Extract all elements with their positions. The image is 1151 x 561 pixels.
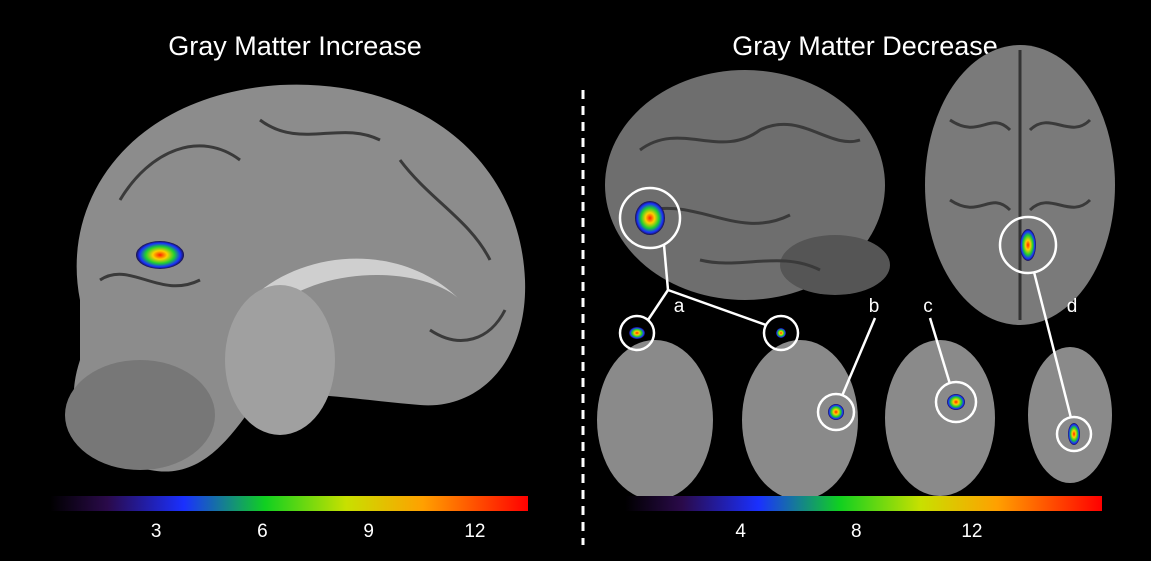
right-title: Gray Matter Decrease [732, 31, 998, 61]
colorbar-tick-label: 9 [363, 521, 374, 542]
colorbar [50, 496, 528, 511]
panel-label: c [923, 296, 933, 317]
colorbar-tick-label: 12 [961, 521, 982, 542]
panel-label: b [869, 296, 880, 317]
colorbar-tick-label: 4 [735, 521, 746, 542]
colorbar-tick-label: 12 [464, 521, 485, 542]
panel-label: d [1067, 296, 1078, 317]
top-brain [925, 45, 1115, 325]
panel-label: a [674, 296, 685, 317]
colorbar-tick-label: 8 [851, 521, 862, 542]
colorbar-tick-label: 6 [257, 521, 268, 542]
left-title: Gray Matter Increase [168, 31, 422, 61]
figure: Gray Matter Increase Gray Matter Decreas… [0, 0, 1151, 556]
colorbar [625, 496, 1102, 511]
colorbar-tick-label: 3 [151, 521, 162, 542]
